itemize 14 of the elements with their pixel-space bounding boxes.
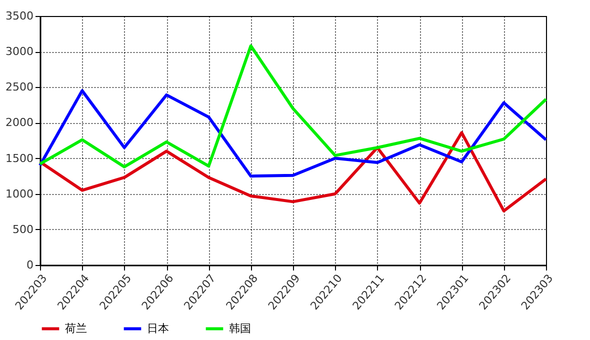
- legend-label: 韩国: [229, 322, 251, 335]
- y-tick-label: 1000: [6, 187, 34, 200]
- y-tick-label: 3000: [6, 45, 34, 58]
- legend-label: 日本: [147, 322, 169, 335]
- line-series: [38, 89, 548, 178]
- y-tick-label: 3500: [6, 10, 34, 22]
- line-series: [38, 131, 548, 212]
- y-tick-label: 2500: [6, 80, 34, 94]
- y-tick-label: 1500: [6, 152, 34, 165]
- line-series: [38, 44, 548, 168]
- y-tick-label: 0: [26, 258, 34, 272]
- legend-label: 荷兰: [65, 322, 87, 335]
- y-tick-label: 500: [12, 222, 34, 236]
- y-tick-label: 2000: [6, 116, 34, 130]
